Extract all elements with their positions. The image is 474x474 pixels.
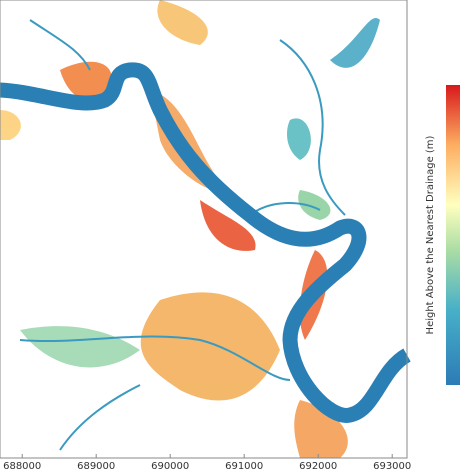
x-axis: 688000 689000 690000 691000 692000 693000 — [3, 454, 411, 472]
x-tick-label: 690000 — [151, 461, 189, 472]
map-frame — [0, 0, 408, 459]
main-river — [0, 62, 412, 423]
x-tick-label: 688000 — [3, 461, 41, 472]
tributary — [19, 335, 291, 381]
tributary — [279, 39, 346, 216]
patch — [287, 118, 311, 160]
tributary — [59, 384, 141, 451]
patch — [60, 61, 112, 102]
x-tick-label: 693000 — [373, 461, 411, 472]
x-tick-label: 691000 — [225, 461, 263, 472]
x-tick-label: 692000 — [299, 461, 337, 472]
patch — [0, 110, 21, 140]
patch — [330, 18, 380, 68]
patch — [200, 200, 256, 251]
colorbar-label: Height Above the Nearest Drainage (m) — [425, 135, 436, 334]
patch — [20, 326, 140, 368]
colorbar — [446, 85, 460, 385]
tributaries — [19, 19, 346, 451]
patch — [157, 0, 208, 45]
tributary — [29, 19, 91, 71]
patch — [140, 292, 280, 401]
patch — [294, 400, 348, 458]
patch — [298, 190, 331, 220]
map-area — [0, 0, 412, 459]
x-tick-label: 689000 — [77, 461, 115, 472]
